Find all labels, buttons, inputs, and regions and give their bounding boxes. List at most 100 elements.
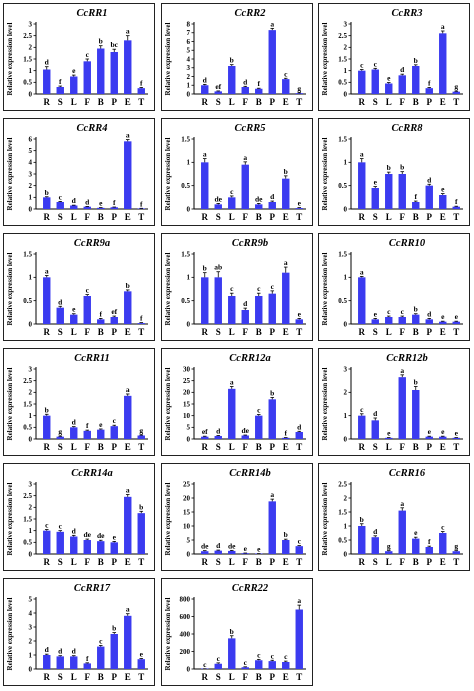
significance-letter: f [140,199,143,208]
x-tick-label: F [243,212,249,222]
significance-letter: c [86,286,90,295]
x-tick-label: T [296,212,302,222]
significance-letter: d [58,647,63,656]
bar-s [214,435,222,439]
significance-letter: d [243,77,248,86]
bar-p [110,207,118,209]
y-tick-label: 25 [183,480,191,488]
bar-chart: CcRR10 Relative expression level 0 0.5 1 1.5 a… [321,238,463,337]
significance-letter: a [230,378,234,387]
significance-letter: a [284,258,288,267]
chart-panel-ccrr12a: CcRR12a Relative expression level 0 5 10 15 20… [161,348,313,456]
y-tick-label: 0 [344,205,348,213]
bar-t [295,432,303,439]
significance-letter: c [360,405,364,414]
y-tick-label: 1.5 [23,55,32,63]
bar-l [70,656,78,669]
bar-f [83,61,91,94]
y-tick-label: 5 [187,536,191,544]
bar-p [268,202,276,209]
x-tick-label: R [44,97,51,107]
bar-t [452,437,460,439]
x-tick-label: S [58,672,63,682]
x-tick-label: P [427,327,433,337]
bar-p [268,501,276,554]
y-tick-label: 2.5 [338,480,347,488]
significance-letter: c [271,282,275,291]
bar-r [358,70,366,94]
significance-letter: d [373,527,378,536]
significance-letter: de [84,530,92,539]
significance-letter: b [139,502,143,511]
bar-chart: CcRR5 Relative expression level 0 0.5 1 1.5 a R… [164,123,306,222]
y-tick-label: 0.5 [23,539,32,547]
y-tick-label: 1 [344,67,348,75]
x-tick-label: S [373,97,378,107]
x-tick-label: E [440,212,446,222]
chart-panel-ccrr11: CcRR11 Relative expression level 0 0.5 1 1.5 2… [3,348,155,456]
significance-letter: d [45,645,50,654]
x-tick-label: P [112,97,118,107]
y-axis-label: Relative expression level [6,252,14,325]
x-tick-label: S [216,557,221,567]
y-tick-label: 0.5 [181,297,190,305]
x-tick-label: R [44,212,51,222]
significance-letter: b [230,56,234,65]
y-tick-label: 1.5 [338,135,347,143]
y-tick-label: 3 [29,365,33,373]
y-tick-label: 1 [187,274,191,282]
significance-letter: e [387,74,391,83]
significance-letter: c [257,406,261,415]
chart-title: CcRR16 [389,468,426,479]
x-tick-label: P [270,327,276,337]
significance-letter: c [257,650,261,659]
x-tick-label: E [440,97,446,107]
bar-s [371,420,379,439]
significance-letter: de [97,531,105,540]
bar-e [282,272,290,324]
x-tick-label: S [373,442,378,452]
y-tick-label: 4 [29,609,33,617]
x-tick-label: P [270,442,276,452]
x-tick-label: F [400,97,406,107]
y-tick-label: 5 [187,424,191,432]
significance-letter: b [414,56,418,65]
significance-letter: a [400,366,404,375]
bar-r [358,415,366,439]
chart-title: CcRR12b [386,353,427,364]
x-tick-label: L [71,557,77,567]
bar-r [43,69,51,94]
bar-f [241,164,249,209]
significance-letter: g [387,542,391,551]
bar-e [282,662,290,669]
bar-e [124,40,132,94]
significance-letter: de [215,194,223,203]
y-tick-label: 3 [29,20,33,28]
y-tick-label: 0 [344,90,348,98]
bar-e [439,533,447,554]
x-tick-label: E [440,557,446,567]
y-tick-label: 1.5 [23,400,32,408]
y-tick-label: 0.5 [338,536,347,544]
significance-letter: e [113,532,117,541]
significance-letter: b [414,378,418,387]
significance-letter: f [140,78,143,87]
x-tick-label: F [400,212,406,222]
significance-letter: d [373,409,378,418]
significance-letter: c [86,50,90,59]
y-tick-label: 2 [29,44,33,52]
y-tick-label: 0 [344,435,348,443]
bar-t [137,513,145,554]
x-tick-label: P [427,557,433,567]
y-axis-label: Relative expression level [164,137,172,210]
bar-b [412,314,420,324]
y-tick-label: 0 [187,550,191,558]
significance-letter: g [297,84,301,93]
bar-l [385,437,393,439]
significance-letter: a [203,150,207,159]
bar-e [124,615,132,669]
significance-letter: d [297,422,302,431]
y-tick-label: 5 [29,595,33,603]
bar-e [124,496,132,554]
x-tick-label: F [400,442,406,452]
